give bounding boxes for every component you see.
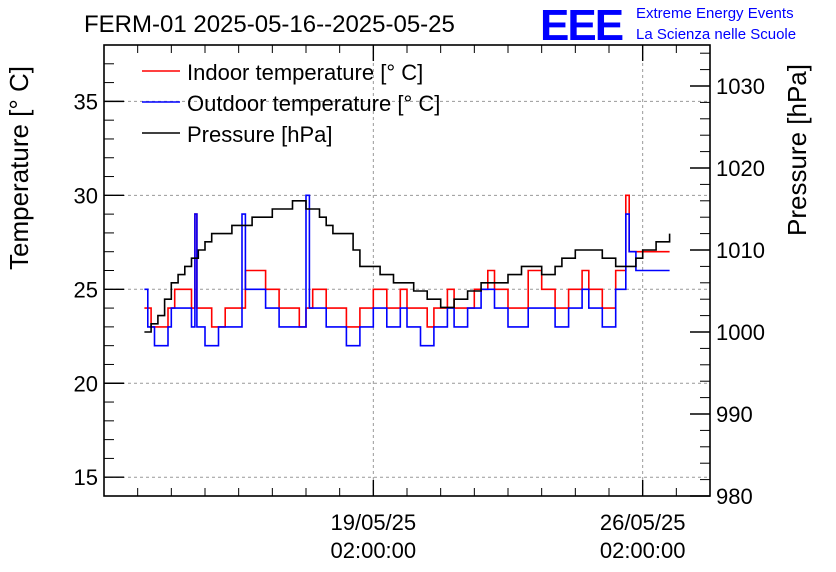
legend-label-pressure: Pressure [hPa] bbox=[187, 122, 333, 147]
chart-title: FERM-01 2025-05-16--2025-05-25 bbox=[84, 11, 455, 38]
eee-logo: EEE bbox=[540, 1, 623, 50]
y-tick-label: 25 bbox=[74, 277, 98, 302]
logo-line2: La Scienza nelle Scuole bbox=[636, 26, 796, 43]
x-tick-date: 26/05/25 bbox=[600, 510, 686, 535]
pressure-line bbox=[144, 200, 671, 333]
axes: 15 20 25 30 35 980 990 1000 1010 1020 1030 19/05/25… bbox=[74, 44, 765, 563]
y-tick-label: 20 bbox=[74, 371, 98, 396]
y-tick-label: 15 bbox=[74, 465, 98, 490]
x-tick-time: 02:00:00 bbox=[600, 538, 686, 563]
x-tick-date: 19/05/25 bbox=[331, 510, 417, 535]
y-tick-label: 30 bbox=[74, 183, 98, 208]
x-tick-time: 02:00:00 bbox=[331, 538, 417, 563]
y-axis-label: Temperature [° C] bbox=[4, 66, 34, 270]
legend: Indoor temperature [° C] Outdoor tempera… bbox=[142, 60, 440, 147]
y2-tick-label: 1010 bbox=[716, 238, 765, 263]
y2-tick-label: 980 bbox=[716, 484, 753, 509]
y2-tick-label: 990 bbox=[716, 402, 753, 427]
outdoor-temperature-line bbox=[144, 194, 670, 347]
series-group bbox=[144, 194, 671, 347]
grid bbox=[104, 45, 710, 496]
legend-label-indoor: Indoor temperature [° C] bbox=[187, 60, 423, 85]
legend-label-outdoor: Outdoor temperature [° C] bbox=[187, 91, 440, 116]
y-tick-label: 35 bbox=[74, 89, 98, 114]
y2-tick-label: 1000 bbox=[716, 320, 765, 345]
y2-tick-label: 1030 bbox=[716, 74, 765, 99]
indoor-temperature-line bbox=[144, 194, 670, 328]
logo-line1: Extreme Energy Events bbox=[636, 5, 794, 22]
y2-axis-label: Pressure [hPa] bbox=[782, 64, 812, 236]
y2-tick-label: 1020 bbox=[716, 156, 765, 181]
